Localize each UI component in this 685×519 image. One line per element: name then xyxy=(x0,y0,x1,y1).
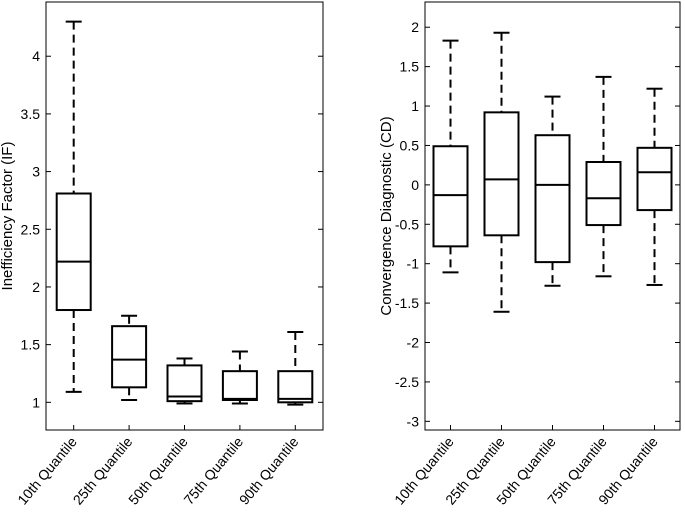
box xyxy=(277,370,314,404)
y-tick-label: 3.5 xyxy=(21,106,41,122)
box xyxy=(585,161,622,227)
y-tick-label: -3 xyxy=(407,413,420,429)
y-tick-label: 1 xyxy=(32,394,40,410)
y-tick-label: 4 xyxy=(32,48,40,64)
box xyxy=(166,364,203,403)
y-tick-label: -0.5 xyxy=(395,216,419,232)
y-axis-label: Convergence Diagnostic (CD) xyxy=(378,116,395,315)
box xyxy=(432,145,469,248)
box xyxy=(111,325,148,389)
y-tick-label: 2 xyxy=(32,279,40,295)
y-tick-label: -2 xyxy=(407,335,420,351)
y-tick-label: 1.5 xyxy=(400,59,420,75)
box xyxy=(636,146,673,212)
y-tick-label: -1.5 xyxy=(395,295,419,311)
y-axis-label: Inefficiency Factor (IF) xyxy=(0,142,16,291)
y-tick-label: 0.5 xyxy=(400,137,420,153)
y-tick-label: 3 xyxy=(32,164,40,180)
plot-frame xyxy=(424,1,681,431)
x-tick-label: 90th Quantile xyxy=(236,433,302,507)
y-tick-label: 2.5 xyxy=(21,221,41,237)
y-tick-label: 0 xyxy=(411,177,419,193)
y-tick-label: 1 xyxy=(411,98,419,114)
box xyxy=(55,192,92,312)
y-tick-label: -2.5 xyxy=(395,374,419,390)
box xyxy=(483,111,520,237)
box xyxy=(221,370,258,402)
y-tick-label: 1.5 xyxy=(21,337,41,353)
box xyxy=(534,134,571,264)
y-tick-label: -1 xyxy=(407,256,420,272)
y-tick-label: 2 xyxy=(411,19,419,35)
